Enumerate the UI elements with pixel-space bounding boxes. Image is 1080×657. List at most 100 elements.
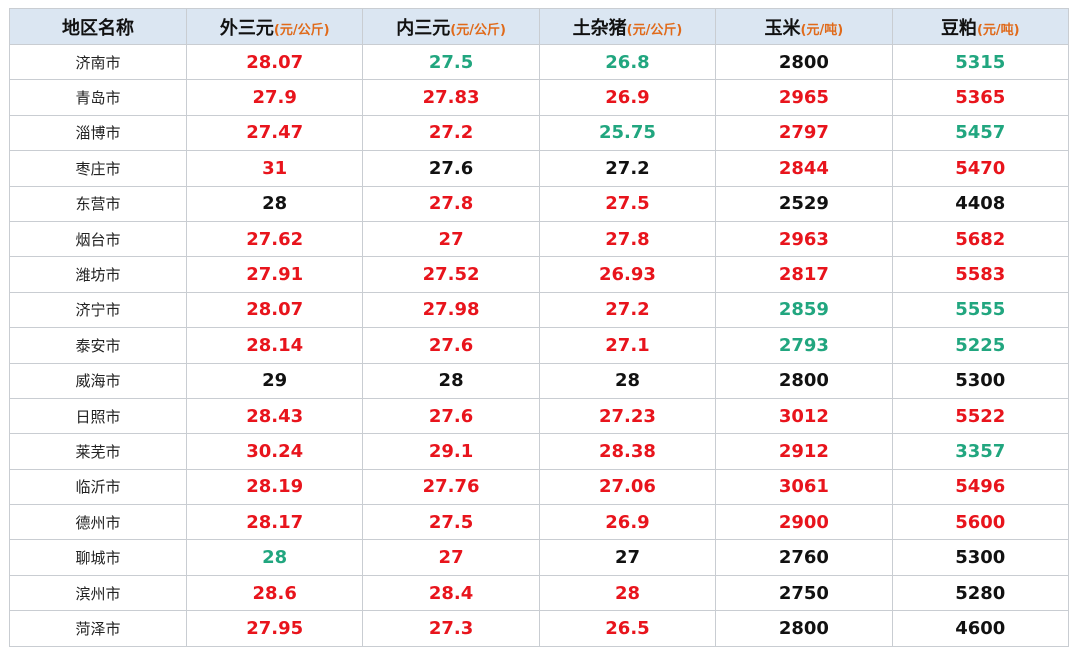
- table-row: 枣庄市 31 27.6 27.2 2844 5470: [9, 150, 1069, 187]
- region-cell: 临沂市: [9, 468, 187, 506]
- price-cell: 27.83: [362, 79, 540, 116]
- header-label: 地区名称: [62, 17, 134, 39]
- price-cell: 2963: [715, 220, 893, 258]
- region-cell: 莱芜市: [9, 433, 187, 470]
- header-soymeal: 豆粕(元/吨): [891, 8, 1069, 45]
- table-row: 日照市 28.43 27.6 27.23 3012 5522: [9, 397, 1069, 435]
- header-neisanyuan: 内三元(元/公斤): [362, 8, 540, 45]
- price-cell: 27.8: [362, 185, 540, 222]
- region-cell: 枣庄市: [9, 150, 187, 187]
- price-cell: 26.8: [538, 43, 717, 81]
- price-cell: 28: [362, 362, 540, 399]
- price-cell: 5583: [891, 256, 1069, 293]
- header-label: 内三元: [396, 17, 451, 39]
- table-body: 济南市 28.07 27.5 26.8 2800 5315 青岛市 27.9 2…: [9, 43, 1069, 647]
- header-tuzazhu: 土杂猪(元/公斤): [538, 8, 717, 45]
- price-cell: 27.1: [538, 327, 717, 364]
- price-cell: 2817: [715, 256, 893, 293]
- price-cell: 2797: [715, 114, 893, 152]
- price-table-container: 地区名称 外三元(元/公斤) 内三元(元/公斤) 土杂猪(元/公斤) 玉米(元/…: [9, 8, 1069, 647]
- price-cell: 5496: [891, 468, 1069, 506]
- table-row: 济南市 28.07 27.5 26.8 2800 5315: [9, 43, 1069, 81]
- price-cell: 2793: [715, 327, 893, 364]
- region-cell: 潍坊市: [9, 256, 187, 293]
- price-cell: 27.52: [362, 256, 540, 293]
- price-cell: 27.2: [538, 150, 717, 187]
- header-row: 地区名称 外三元(元/公斤) 内三元(元/公斤) 土杂猪(元/公斤) 玉米(元/…: [9, 8, 1069, 45]
- table-row: 临沂市 28.19 27.76 27.06 3061 5496: [9, 468, 1069, 506]
- price-cell: 28.38: [538, 433, 717, 470]
- region-cell: 淄博市: [9, 114, 187, 152]
- price-cell: 31: [185, 150, 364, 187]
- price-cell: 28.07: [185, 43, 364, 81]
- price-cell: 29: [185, 362, 364, 399]
- price-cell: 5365: [891, 79, 1069, 116]
- price-cell: 27.6: [362, 150, 540, 187]
- price-cell: 5300: [891, 362, 1069, 399]
- price-cell: 28.4: [362, 574, 540, 612]
- price-cell: 28.14: [185, 327, 364, 364]
- price-cell: 27.6: [362, 397, 540, 435]
- price-cell: 2912: [715, 433, 893, 470]
- price-cell: 27.98: [362, 291, 540, 329]
- table-row: 菏泽市 27.95 27.3 26.5 2800 4600: [9, 610, 1069, 647]
- region-cell: 菏泽市: [9, 610, 187, 647]
- price-cell: 27.5: [538, 185, 717, 222]
- price-cell: 2965: [715, 79, 893, 116]
- price-cell: 5315: [891, 43, 1069, 81]
- price-cell: 27.76: [362, 468, 540, 506]
- region-cell: 日照市: [9, 397, 187, 435]
- price-cell: 5555: [891, 291, 1069, 329]
- table-row: 聊城市 28 27 27 2760 5300: [9, 539, 1069, 576]
- price-cell: 2750: [715, 574, 893, 612]
- price-cell: 27.2: [362, 114, 540, 152]
- region-cell: 德州市: [9, 504, 187, 541]
- price-cell: 28.19: [185, 468, 364, 506]
- price-cell: 2844: [715, 150, 893, 187]
- price-cell: 28.43: [185, 397, 364, 435]
- table-row: 泰安市 28.14 27.6 27.1 2793 5225: [9, 327, 1069, 364]
- price-cell: 5682: [891, 220, 1069, 258]
- price-cell: 5522: [891, 397, 1069, 435]
- region-cell: 泰安市: [9, 327, 187, 364]
- price-cell: 28.17: [185, 504, 364, 541]
- price-cell: 2529: [715, 185, 893, 222]
- price-cell: 26.93: [538, 256, 717, 293]
- price-cell: 5600: [891, 504, 1069, 541]
- price-cell: 27.06: [538, 468, 717, 506]
- price-cell: 27.2: [538, 291, 717, 329]
- header-corn: 玉米(元/吨): [715, 8, 893, 45]
- table-row: 潍坊市 27.91 27.52 26.93 2817 5583: [9, 256, 1069, 293]
- price-cell: 5225: [891, 327, 1069, 364]
- region-cell: 青岛市: [9, 79, 187, 116]
- price-cell: 3061: [715, 468, 893, 506]
- table-row: 济宁市 28.07 27.98 27.2 2859 5555: [9, 291, 1069, 329]
- price-cell: 2800: [715, 610, 893, 647]
- price-cell: 28.6: [185, 574, 364, 612]
- table-row: 莱芜市 30.24 29.1 28.38 2912 3357: [9, 433, 1069, 470]
- price-cell: 25.75: [538, 114, 717, 152]
- price-cell: 4600: [891, 610, 1069, 647]
- price-cell: 2900: [715, 504, 893, 541]
- region-cell: 东营市: [9, 185, 187, 222]
- header-unit: (元/公斤): [273, 22, 330, 38]
- price-cell: 27.95: [185, 610, 364, 647]
- region-cell: 聊城市: [9, 539, 187, 576]
- price-cell: 30.24: [185, 433, 364, 470]
- table-row: 威海市 29 28 28 2800 5300: [9, 362, 1069, 399]
- price-cell: 27: [362, 220, 540, 258]
- table-row: 淄博市 27.47 27.2 25.75 2797 5457: [9, 114, 1069, 152]
- table-row: 东营市 28 27.8 27.5 2529 4408: [9, 185, 1069, 222]
- price-cell: 26.9: [538, 79, 717, 116]
- price-cell: 27.5: [362, 43, 540, 81]
- region-cell: 滨州市: [9, 574, 187, 612]
- region-cell: 威海市: [9, 362, 187, 399]
- header-unit: (元/公斤): [626, 22, 683, 38]
- table-row: 滨州市 28.6 28.4 28 2750 5280: [9, 574, 1069, 612]
- price-cell: 29.1: [362, 433, 540, 470]
- header-region: 地区名称: [9, 8, 187, 45]
- price-cell: 28: [538, 362, 717, 399]
- price-cell: 27: [538, 539, 717, 576]
- header-unit: (元/吨): [800, 22, 844, 38]
- price-cell: 5470: [891, 150, 1069, 187]
